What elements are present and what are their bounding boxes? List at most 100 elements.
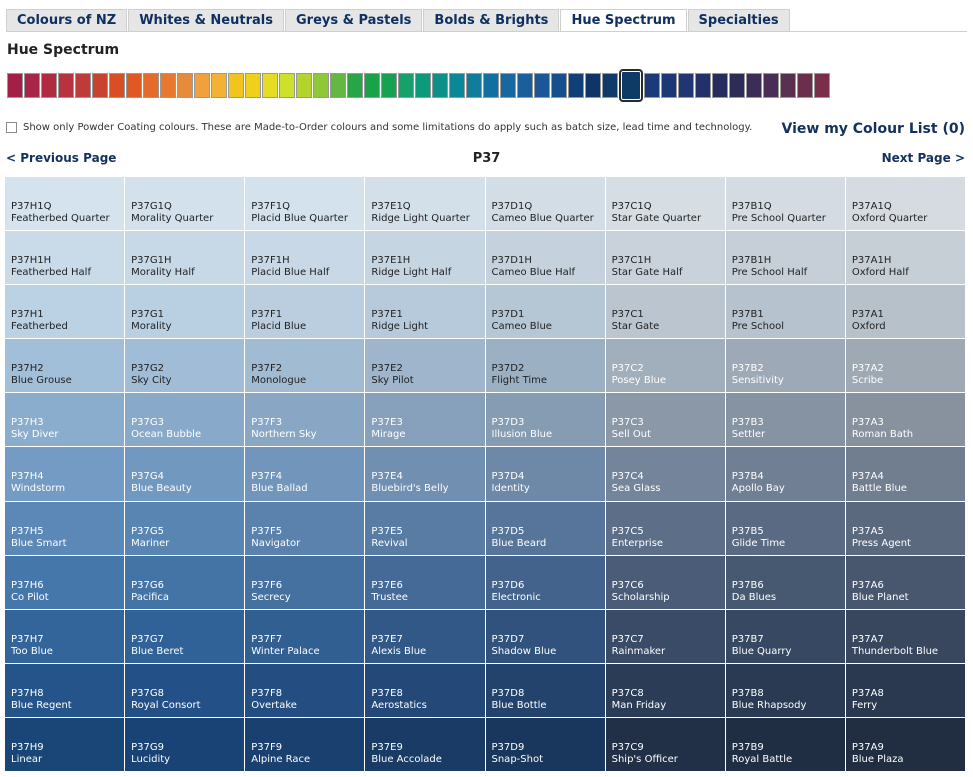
colour-swatch[interactable]: P37A2 Scribe — [845, 339, 965, 393]
colour-swatch[interactable]: P37A1Q Oxford Quarter — [845, 177, 965, 231]
hue-swatch[interactable] — [24, 73, 40, 98]
hue-swatch[interactable] — [58, 73, 74, 98]
hue-swatch[interactable] — [177, 73, 193, 98]
hue-swatch[interactable] — [678, 73, 694, 98]
colour-swatch[interactable]: P37B1 Pre School — [725, 285, 845, 339]
colour-swatch[interactable]: P37F9 Alpine Race — [245, 717, 365, 771]
hue-swatch[interactable] — [644, 73, 660, 98]
hue-swatch[interactable] — [143, 73, 159, 98]
colour-swatch[interactable]: P37H2 Blue Grouse — [5, 339, 125, 393]
colour-swatch[interactable]: P37D1 Cameo Blue — [485, 285, 605, 339]
hue-swatch[interactable] — [75, 73, 91, 98]
colour-swatch[interactable]: P37D1H Cameo Blue Half — [485, 231, 605, 285]
hue-swatch[interactable] — [483, 73, 499, 98]
colour-swatch[interactable]: P37B1Q Pre School Quarter — [725, 177, 845, 231]
colour-swatch[interactable]: P37F4 Blue Ballad — [245, 447, 365, 501]
colour-swatch[interactable]: P37B2 Sensitivity — [725, 339, 845, 393]
colour-swatch[interactable]: P37E6 Trustee — [365, 555, 485, 609]
colour-swatch[interactable]: P37E7 Alexis Blue — [365, 609, 485, 663]
colour-swatch[interactable]: P37D6 Electronic — [485, 555, 605, 609]
colour-swatch[interactable]: P37H1Q Featherbed Quarter — [5, 177, 125, 231]
colour-swatch[interactable]: P37F2 Monologue — [245, 339, 365, 393]
colour-swatch[interactable]: P37B8 Blue Rhapsody — [725, 663, 845, 717]
colour-swatch[interactable]: P37F7 Winter Palace — [245, 609, 365, 663]
colour-swatch[interactable]: P37C9 Ship's Officer — [605, 717, 725, 771]
colour-swatch[interactable]: P37C6 Scholarship — [605, 555, 725, 609]
colour-swatch[interactable]: P37H8 Blue Regent — [5, 663, 125, 717]
hue-swatch[interactable] — [466, 73, 482, 98]
colour-swatch[interactable]: P37C1H Star Gate Half — [605, 231, 725, 285]
colour-swatch[interactable]: P37D8 Blue Bottle — [485, 663, 605, 717]
colour-swatch[interactable]: P37B6 Da Blues — [725, 555, 845, 609]
colour-swatch[interactable]: P37D9 Snap-Shot — [485, 717, 605, 771]
colour-swatch[interactable]: P37C3 Sell Out — [605, 393, 725, 447]
hue-swatch[interactable] — [500, 73, 516, 98]
colour-swatch[interactable]: P37C7 Rainmaker — [605, 609, 725, 663]
next-page-link[interactable]: Next Page > — [881, 151, 965, 165]
colour-swatch[interactable]: P37H1H Featherbed Half — [5, 231, 125, 285]
colour-swatch[interactable]: P37F1Q Placid Blue Quarter — [245, 177, 365, 231]
colour-swatch[interactable]: P37H9 Linear — [5, 717, 125, 771]
colour-swatch[interactable]: P37F8 Overtake — [245, 663, 365, 717]
colour-swatch[interactable]: P37D3 Illusion Blue — [485, 393, 605, 447]
colour-swatch[interactable]: P37F1 Placid Blue — [245, 285, 365, 339]
hue-swatch[interactable] — [712, 73, 728, 98]
hue-swatch[interactable] — [194, 73, 210, 98]
colour-swatch[interactable]: P37G5 Mariner — [125, 501, 245, 555]
hue-swatch[interactable] — [92, 73, 108, 98]
colour-swatch[interactable]: P37A3 Roman Bath — [845, 393, 965, 447]
hue-swatch[interactable] — [568, 73, 584, 98]
hue-swatch[interactable] — [364, 73, 380, 98]
colour-swatch[interactable]: P37D5 Blue Beard — [485, 501, 605, 555]
tab-specialties[interactable]: Specialties — [687, 9, 790, 32]
hue-swatch[interactable] — [313, 73, 329, 98]
tab-hue-spectrum[interactable]: Hue Spectrum — [560, 9, 687, 32]
colour-swatch[interactable]: P37B4 Apollo Bay — [725, 447, 845, 501]
tab-whites-neutrals[interactable]: Whites & Neutrals — [128, 9, 284, 32]
hue-swatch[interactable] — [160, 73, 176, 98]
colour-swatch[interactable]: P37F1H Placid Blue Half — [245, 231, 365, 285]
hue-swatch[interactable] — [41, 73, 57, 98]
hue-swatch[interactable] — [551, 73, 567, 98]
colour-swatch[interactable]: P37F6 Secrecy — [245, 555, 365, 609]
hue-swatch[interactable] — [449, 73, 465, 98]
hue-swatch[interactable] — [279, 73, 295, 98]
hue-swatch[interactable] — [228, 73, 244, 98]
colour-swatch[interactable]: P37C1Q Star Gate Quarter — [605, 177, 725, 231]
colour-swatch[interactable]: P37C8 Man Friday — [605, 663, 725, 717]
colour-swatch[interactable]: P37G2 Sky City — [125, 339, 245, 393]
hue-swatch[interactable] — [517, 73, 533, 98]
hue-swatch[interactable] — [746, 73, 762, 98]
colour-swatch[interactable]: P37A4 Battle Blue — [845, 447, 965, 501]
colour-swatch[interactable]: P37A7 Thunderbolt Blue — [845, 609, 965, 663]
hue-swatch[interactable] — [602, 73, 618, 98]
colour-swatch[interactable]: P37B7 Blue Quarry — [725, 609, 845, 663]
hue-swatch[interactable] — [330, 73, 346, 98]
hue-swatch[interactable] — [347, 73, 363, 98]
colour-swatch[interactable]: P37A6 Blue Planet — [845, 555, 965, 609]
hue-swatch[interactable] — [109, 73, 125, 98]
colour-swatch[interactable]: P37E1 Ridge Light — [365, 285, 485, 339]
hue-swatch[interactable] — [763, 73, 779, 98]
tab-bolds-brights[interactable]: Bolds & Brights — [423, 9, 560, 32]
hue-swatch[interactable] — [814, 73, 830, 98]
hue-swatch[interactable] — [695, 73, 711, 98]
colour-swatch[interactable]: P37B3 Settler — [725, 393, 845, 447]
colour-swatch[interactable]: P37G9 Lucidity — [125, 717, 245, 771]
colour-swatch[interactable]: P37D2 Flight Time — [485, 339, 605, 393]
powder-coating-checkbox[interactable] — [6, 122, 17, 133]
colour-swatch[interactable]: P37E2 Sky Pilot — [365, 339, 485, 393]
colour-swatch[interactable]: P37C1 Star Gate — [605, 285, 725, 339]
colour-swatch[interactable]: P37H1 Featherbed — [5, 285, 125, 339]
colour-swatch[interactable]: P37H4 Windstorm — [5, 447, 125, 501]
colour-swatch[interactable]: P37F5 Navigator — [245, 501, 365, 555]
hue-swatch[interactable] — [585, 73, 601, 98]
colour-swatch[interactable]: P37D4 Identity — [485, 447, 605, 501]
hue-swatch[interactable] — [245, 73, 261, 98]
colour-swatch[interactable]: P37A1H Oxford Half — [845, 231, 965, 285]
hue-swatch[interactable] — [780, 73, 796, 98]
hue-swatch[interactable] — [415, 73, 431, 98]
hue-swatch[interactable] — [126, 73, 142, 98]
colour-swatch[interactable]: P37B5 Glide Time — [725, 501, 845, 555]
colour-swatch[interactable]: P37G3 Ocean Bubble — [125, 393, 245, 447]
